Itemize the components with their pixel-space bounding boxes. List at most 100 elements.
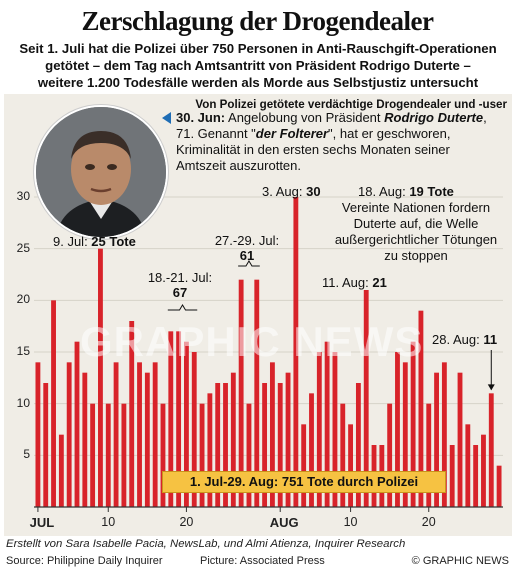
bar-42 bbox=[355, 383, 361, 507]
annotation-aug18: 18. Aug: 19 Tote bbox=[358, 184, 454, 199]
bar-33 bbox=[285, 372, 291, 507]
bar-60 bbox=[496, 465, 502, 507]
annotation-aug18-line: Vereinte Nationen fordern bbox=[341, 200, 491, 215]
y-tick-label: 30 bbox=[16, 189, 30, 203]
bar-52 bbox=[434, 372, 439, 507]
bar-1 bbox=[35, 362, 41, 507]
annotation-aug3-value: 30 bbox=[306, 184, 321, 199]
subtitle-line: weitere 1.200 Todesfälle werden als Mord… bbox=[37, 75, 479, 90]
bar-8 bbox=[90, 403, 96, 507]
bar-23 bbox=[207, 393, 213, 507]
bar-39 bbox=[332, 352, 338, 507]
bar-31 bbox=[269, 362, 275, 507]
info-text-3: ", hat er geschworen, Kriminalität in de… bbox=[176, 126, 451, 173]
annotation-aug3-label: 3. Aug: bbox=[262, 184, 307, 199]
annotation-jul9: 9. Jul: 25 Tote bbox=[53, 234, 136, 249]
bar-24 bbox=[215, 383, 221, 507]
annotation-aug18-line: Duterte auf, die Welle bbox=[353, 216, 479, 231]
footer-source: Source: Philippine Daily Inquirer bbox=[6, 555, 163, 567]
bar-12 bbox=[121, 403, 127, 507]
y-tick-label: 10 bbox=[16, 395, 30, 410]
arrow-head-icon bbox=[487, 384, 495, 391]
bar-14 bbox=[137, 362, 142, 507]
annotation-aug3: 3. Aug: 30 bbox=[262, 184, 321, 199]
credits: Erstellt von Sara Isabelle Pacia, NewsLa… bbox=[6, 538, 406, 550]
bar-11 bbox=[113, 362, 119, 507]
x-tick-label: JUL bbox=[29, 515, 55, 530]
footer-picture: Picture: Associated Press bbox=[200, 555, 325, 567]
y-tick-label: 15 bbox=[16, 344, 30, 358]
bar-2 bbox=[43, 383, 49, 507]
bar-25 bbox=[223, 383, 228, 507]
info-name: Rodrigo Duterte bbox=[384, 110, 484, 125]
bracket-jul27-29 bbox=[238, 260, 260, 267]
annotation-jul27-value: 61 bbox=[239, 248, 255, 263]
annotation-aug11-label: 11. Aug: bbox=[322, 275, 373, 290]
subtitle: Seit 1. Juli hat die Polizei über 750 Pe… bbox=[4, 40, 512, 91]
subtitle-line: getötet – dem Tag nach Amtsantritt von P… bbox=[45, 58, 471, 73]
bar-19 bbox=[176, 331, 182, 507]
annotation-jul9-label: 9. Jul: bbox=[53, 234, 92, 249]
bar-37 bbox=[316, 352, 322, 507]
bracket-jul18-21 bbox=[167, 304, 198, 311]
annotation-aug11: 11. Aug: 21 bbox=[322, 275, 387, 290]
bar-51 bbox=[426, 403, 432, 507]
x-tick-label: 20 bbox=[421, 515, 436, 529]
bar-27 bbox=[238, 279, 244, 507]
annotation-jul27-label: 27.-29. Jul: bbox=[214, 233, 280, 248]
annotation-aug18-line: zu stoppen bbox=[384, 248, 448, 263]
annotation-aug11-value: 21 bbox=[372, 275, 387, 290]
page-title: Zerschlagung der Drogendealer bbox=[81, 6, 434, 36]
total-box: 1. Jul-29. Aug: 751 Tote durch Polizei bbox=[162, 471, 446, 493]
bar-29 bbox=[254, 279, 260, 507]
bar-46 bbox=[387, 403, 393, 507]
info-pointer-icon bbox=[162, 112, 171, 124]
annotation-jul18-label: 18.-21. Jul: bbox=[147, 270, 213, 285]
bar-49 bbox=[410, 341, 416, 507]
bar-50 bbox=[418, 310, 424, 507]
bar-9 bbox=[98, 248, 103, 508]
subtitle-line: Seit 1. Juli hat die Polizei über 750 Pe… bbox=[19, 41, 497, 56]
bar-30 bbox=[262, 383, 268, 507]
bar-20 bbox=[184, 341, 189, 507]
y-tick-label: 25 bbox=[16, 240, 30, 255]
bar-5 bbox=[66, 362, 72, 507]
portrait-photo bbox=[34, 105, 168, 239]
bar-57 bbox=[473, 445, 479, 507]
bar-10 bbox=[105, 403, 111, 507]
info-nickname: der Folterer bbox=[255, 126, 329, 141]
bar-21 bbox=[191, 352, 197, 507]
bar-40 bbox=[340, 403, 346, 507]
annotation-aug18-value: 19 Tote bbox=[409, 184, 454, 199]
bar-16 bbox=[152, 362, 158, 507]
bar-34 bbox=[293, 197, 299, 507]
x-tick-label: AUG bbox=[269, 515, 299, 530]
bar-59 bbox=[488, 393, 494, 507]
info-date: 30. Jun: bbox=[176, 110, 226, 125]
bar-53 bbox=[441, 362, 447, 507]
bar-58 bbox=[481, 434, 486, 507]
x-tick-label: 20 bbox=[179, 515, 194, 529]
annotation-aug18-text: Vereinte Nationen fordern Duterte auf, d… bbox=[326, 200, 506, 264]
x-tick-label: 10 bbox=[101, 515, 116, 529]
annotation-jul9-value: 25 Tote bbox=[91, 234, 136, 249]
annotation-aug28: 28. Aug: 11 bbox=[432, 332, 497, 347]
bar-32 bbox=[277, 383, 283, 507]
portrait-icon bbox=[36, 107, 166, 237]
footer-copyright: © GRAPHIC NEWS bbox=[411, 555, 509, 567]
bar-15 bbox=[144, 372, 150, 507]
bar-26 bbox=[230, 372, 236, 507]
bar-7 bbox=[82, 372, 88, 507]
x-tick-label: 10 bbox=[343, 515, 358, 529]
annotation-jul18: 18.-21. Jul: 67 bbox=[144, 270, 216, 300]
bar-48 bbox=[402, 362, 408, 507]
y-tick-label: 20 bbox=[16, 292, 30, 307]
annotation-aug18-label: 18. Aug: bbox=[358, 184, 410, 199]
bar-28 bbox=[246, 403, 252, 507]
annotation-jul27: 27.-29. Jul: 61 bbox=[207, 233, 287, 263]
bar-38 bbox=[324, 341, 330, 507]
bar-36 bbox=[309, 393, 314, 507]
bar-35 bbox=[301, 424, 307, 507]
chart-title: Von Polizei getötete verdächtige Drogend… bbox=[195, 98, 507, 111]
